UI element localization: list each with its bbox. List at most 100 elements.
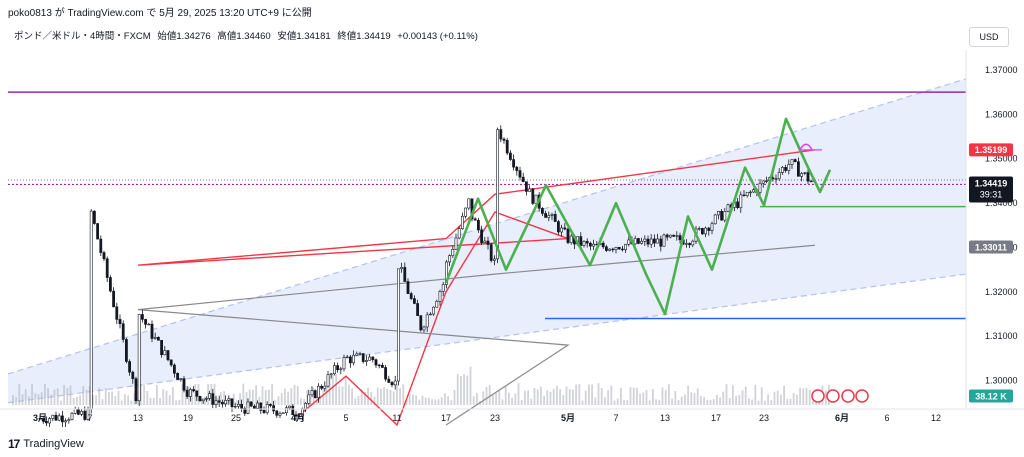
volume-bar [245, 392, 248, 405]
volume-bar [783, 385, 785, 405]
slow-ma-price-tag [969, 240, 1013, 254]
candle-body [688, 243, 692, 246]
publish-attribution: poko0813 が TradingView.com で 5月 29, 2025… [8, 8, 312, 19]
volume-bar [748, 398, 750, 405]
volume-bar [437, 399, 440, 405]
candle-body [48, 418, 52, 424]
candle-body [572, 235, 576, 245]
symbol-title[interactable]: ポンド／米ドル・4時間・FXCM [14, 31, 151, 42]
volume-bar [412, 394, 414, 405]
candle-body [691, 240, 695, 246]
candle-body [144, 319, 148, 325]
candle-body [601, 242, 605, 248]
candle-body [467, 198, 471, 209]
candle-body [563, 227, 567, 230]
volume-bar [72, 398, 75, 405]
volume-bar [421, 395, 424, 405]
volume-bar [367, 387, 369, 405]
volume-bar [194, 384, 197, 405]
candle-body [393, 380, 397, 386]
volume-bar [658, 399, 661, 405]
candle-body [787, 164, 791, 171]
candle-body [384, 367, 388, 380]
volume-bar [735, 395, 737, 405]
x-tick-label: 19 [183, 413, 193, 423]
volume-bar [300, 398, 302, 405]
x-tick-label: 17 [711, 413, 721, 423]
candle-body [329, 373, 333, 376]
volume-bar [828, 384, 830, 405]
candle-body [454, 237, 458, 250]
volume-bar [197, 383, 200, 405]
volume-bar [149, 397, 152, 405]
candle-body [332, 365, 336, 375]
volume-bar [312, 387, 315, 405]
volume-bar [223, 391, 225, 405]
candle-body [784, 167, 788, 171]
candle-body [505, 140, 509, 154]
candle-body [758, 182, 762, 193]
volume-bar [399, 388, 401, 405]
candle-body [179, 378, 183, 380]
volume-bar [642, 392, 645, 405]
x-tick-label: 13 [133, 413, 143, 423]
us-flag-event-icon [811, 389, 825, 403]
volume-bar [232, 393, 235, 405]
candle-body [272, 405, 276, 412]
x-tick-label: 25 [231, 413, 241, 423]
candle-body [732, 201, 736, 208]
candle-body [451, 249, 455, 256]
candle-body [700, 228, 704, 235]
candle-body [86, 408, 90, 420]
candle-body [432, 306, 436, 315]
x-tick-label: 7 [87, 413, 92, 423]
volume-bar [248, 389, 251, 405]
volume-bar [159, 397, 161, 405]
volume-bar [120, 400, 123, 405]
volume-bar [472, 396, 475, 405]
volume-bar [460, 375, 462, 405]
volume-bar [264, 390, 267, 405]
candle-body [508, 152, 512, 160]
candle-body [528, 188, 532, 192]
volume-bar [597, 383, 600, 405]
candle-body [265, 404, 269, 413]
candle-body [646, 238, 650, 245]
candle-body [617, 246, 621, 250]
volume-bar [53, 389, 56, 405]
candle-body [246, 401, 250, 414]
volume-bar [789, 398, 792, 405]
candle-body [800, 173, 804, 177]
candle-body [304, 403, 308, 410]
volume-bar [684, 394, 686, 405]
volume-bar [104, 387, 107, 405]
volume-bar [741, 390, 744, 405]
volume-bar [543, 395, 545, 405]
x-tick-label: 6月 [835, 413, 849, 423]
fast-ma-price-tag [969, 143, 1013, 157]
volume-tag-text: 38.12 K [975, 391, 1007, 401]
volume-bar [652, 389, 654, 405]
candle-body [521, 176, 525, 183]
volume-bar [434, 399, 437, 405]
volume-bar [716, 395, 718, 405]
volume-bar [492, 394, 494, 405]
volume-bar [732, 385, 734, 405]
candle-body [249, 401, 253, 407]
arc-marker [799, 143, 813, 151]
candle-body [777, 172, 781, 179]
volume-bar [34, 393, 37, 405]
candle-body [339, 368, 343, 371]
volume-bar [600, 388, 603, 405]
candle-body [201, 398, 205, 402]
volume-bar [124, 394, 126, 405]
volume-bar [162, 389, 165, 405]
tradingview-footer: 17 TradingView [8, 437, 84, 451]
candle-body [275, 410, 279, 416]
candle-body [796, 161, 800, 177]
volume-bar [40, 392, 43, 405]
currency-button[interactable]: USD [969, 27, 1009, 47]
volume-bar [639, 393, 641, 405]
volume-bar [728, 398, 731, 405]
